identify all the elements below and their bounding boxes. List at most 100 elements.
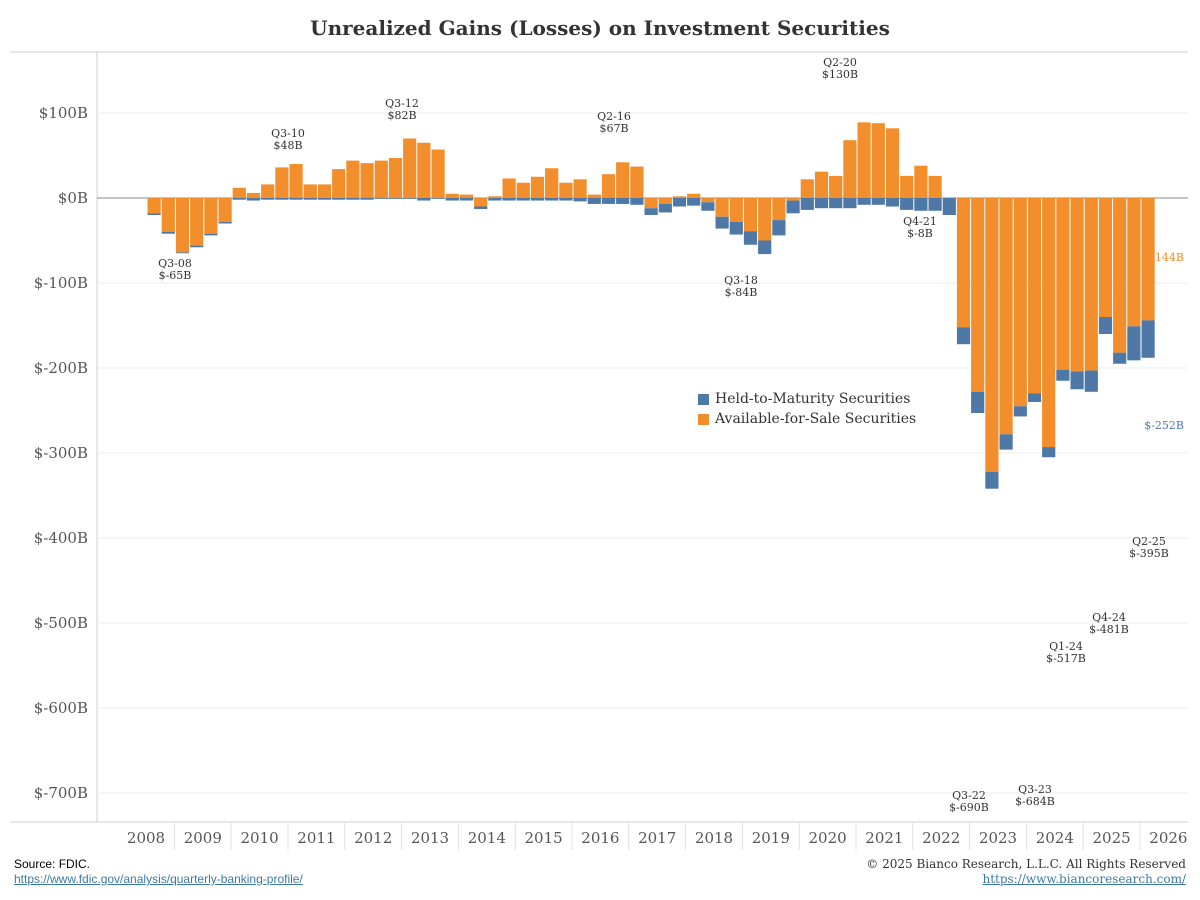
- annotation-value: $-65B: [159, 269, 192, 282]
- htm-bar: [814, 198, 829, 209]
- htm-bar: [658, 203, 672, 213]
- afs-bar: [1013, 198, 1027, 407]
- y-tick-label: $-500B: [34, 614, 88, 632]
- htm-bar: [488, 198, 502, 201]
- legend-item-afs: Available-for-Sale Securities: [698, 409, 916, 429]
- annotation-label: Q1-24: [1049, 640, 1083, 653]
- footer-copyright: © 2025 Bianco Research, L.L.C. All Right…: [866, 857, 1186, 887]
- x-tick-label: 2010: [241, 829, 279, 847]
- x-tick-label: 2015: [525, 829, 563, 847]
- htm-bar: [246, 198, 261, 201]
- annotation-label: Q3-18: [724, 274, 758, 287]
- htm-bar: [161, 232, 175, 234]
- x-tick-label: 2021: [865, 829, 903, 847]
- afs-bar: [403, 138, 417, 198]
- afs-bar: [786, 198, 800, 201]
- copyright-text: © 2025 Bianco Research, L.L.C. All Right…: [866, 857, 1186, 871]
- annotation-label: Q4-21: [903, 215, 937, 228]
- end-label-htm: $-252B: [1144, 419, 1184, 432]
- htm-bar: [630, 198, 644, 205]
- afs-bar: [985, 198, 999, 472]
- htm-bar: [687, 198, 701, 206]
- htm-bar: [587, 198, 601, 204]
- afs-bar: [814, 171, 829, 198]
- afs-bar: [829, 175, 843, 198]
- afs-bar: [914, 165, 928, 198]
- afs-bar: [232, 187, 246, 198]
- htm-bar: [232, 198, 246, 200]
- afs-bar: [360, 163, 374, 198]
- htm-bar: [857, 198, 871, 205]
- afs-bar: [317, 184, 332, 198]
- x-tick-label: 2014: [468, 829, 506, 847]
- htm-bar: [985, 471, 999, 489]
- afs-bar: [218, 198, 232, 222]
- htm-bar: [829, 198, 843, 209]
- htm-bar: [502, 198, 516, 201]
- x-tick-label: 2013: [411, 829, 449, 847]
- afs-bar: [1098, 198, 1113, 317]
- annotation-value: $67B: [599, 122, 628, 135]
- htm-bar: [900, 198, 914, 210]
- htm-bar: [956, 327, 971, 345]
- htm-bar: [459, 198, 474, 201]
- htm-bar: [1113, 352, 1127, 364]
- x-tick-label: 2008: [127, 829, 165, 847]
- htm-bar: [843, 198, 857, 209]
- annotation-value: $48B: [273, 139, 302, 152]
- afs-bar: [303, 184, 317, 198]
- afs-bar: [388, 158, 403, 198]
- htm-bar: [388, 198, 403, 199]
- y-tick-label: $100B: [39, 104, 88, 122]
- htm-bar: [1098, 317, 1113, 334]
- htm-bar: [928, 198, 942, 211]
- afs-bar: [1070, 198, 1084, 372]
- x-tick-label: 2023: [979, 829, 1017, 847]
- afs-bar: [204, 198, 218, 234]
- afs-bar: [857, 122, 871, 198]
- afs-bar: [261, 184, 275, 198]
- afs-bar: [885, 128, 900, 198]
- x-tick-label: 2012: [354, 829, 392, 847]
- htm-bar: [800, 198, 814, 210]
- htm-bar: [275, 198, 289, 200]
- afs-bar: [289, 164, 303, 198]
- htm-bar: [1042, 447, 1056, 458]
- afs-bar: [445, 193, 459, 198]
- site-link[interactable]: https://www.biancoresearch.com/: [982, 872, 1186, 886]
- htm-bar: [516, 198, 530, 201]
- afs-bar: [729, 198, 743, 222]
- source-link[interactable]: https://www.fdic.gov/analysis/quarterly-…: [14, 872, 303, 886]
- x-tick-label: 2026: [1149, 829, 1187, 847]
- source-label: Source: FDIC.: [14, 857, 91, 871]
- afs-bar: [346, 160, 360, 198]
- annotation-label: Q3-12: [385, 97, 419, 110]
- afs-bar: [161, 198, 175, 232]
- x-tick-label: 2016: [581, 829, 619, 847]
- legend-label-afs: Available-for-Sale Securities: [715, 411, 917, 427]
- afs-bar: [559, 182, 573, 198]
- htm-bar: [360, 198, 374, 200]
- annotation-value: $-684B: [1015, 795, 1055, 808]
- htm-bar: [871, 198, 885, 205]
- annotation-value: $130B: [822, 68, 858, 81]
- afs-bar: [275, 167, 289, 198]
- afs-bar: [1042, 198, 1056, 448]
- afs-bar: [502, 178, 516, 198]
- y-tick-label: $-700B: [34, 784, 88, 802]
- annotation-value: $-395B: [1129, 547, 1169, 560]
- afs-bar: [545, 168, 559, 198]
- afs-bar: [644, 198, 658, 209]
- afs-bar: [1056, 198, 1070, 370]
- annotation-label: Q2-16: [597, 110, 631, 123]
- annotation-label: Q3-23: [1018, 783, 1052, 796]
- htm-bar: [147, 213, 161, 215]
- afs-bar: [672, 196, 687, 198]
- htm-bar: [786, 200, 800, 214]
- afs-bar: [474, 198, 488, 207]
- afs-bar: [1084, 198, 1098, 371]
- afs-bar: [431, 149, 445, 198]
- afs-bar: [658, 198, 672, 204]
- annotation-label: Q4-24: [1092, 611, 1126, 624]
- afs-bar: [758, 198, 772, 241]
